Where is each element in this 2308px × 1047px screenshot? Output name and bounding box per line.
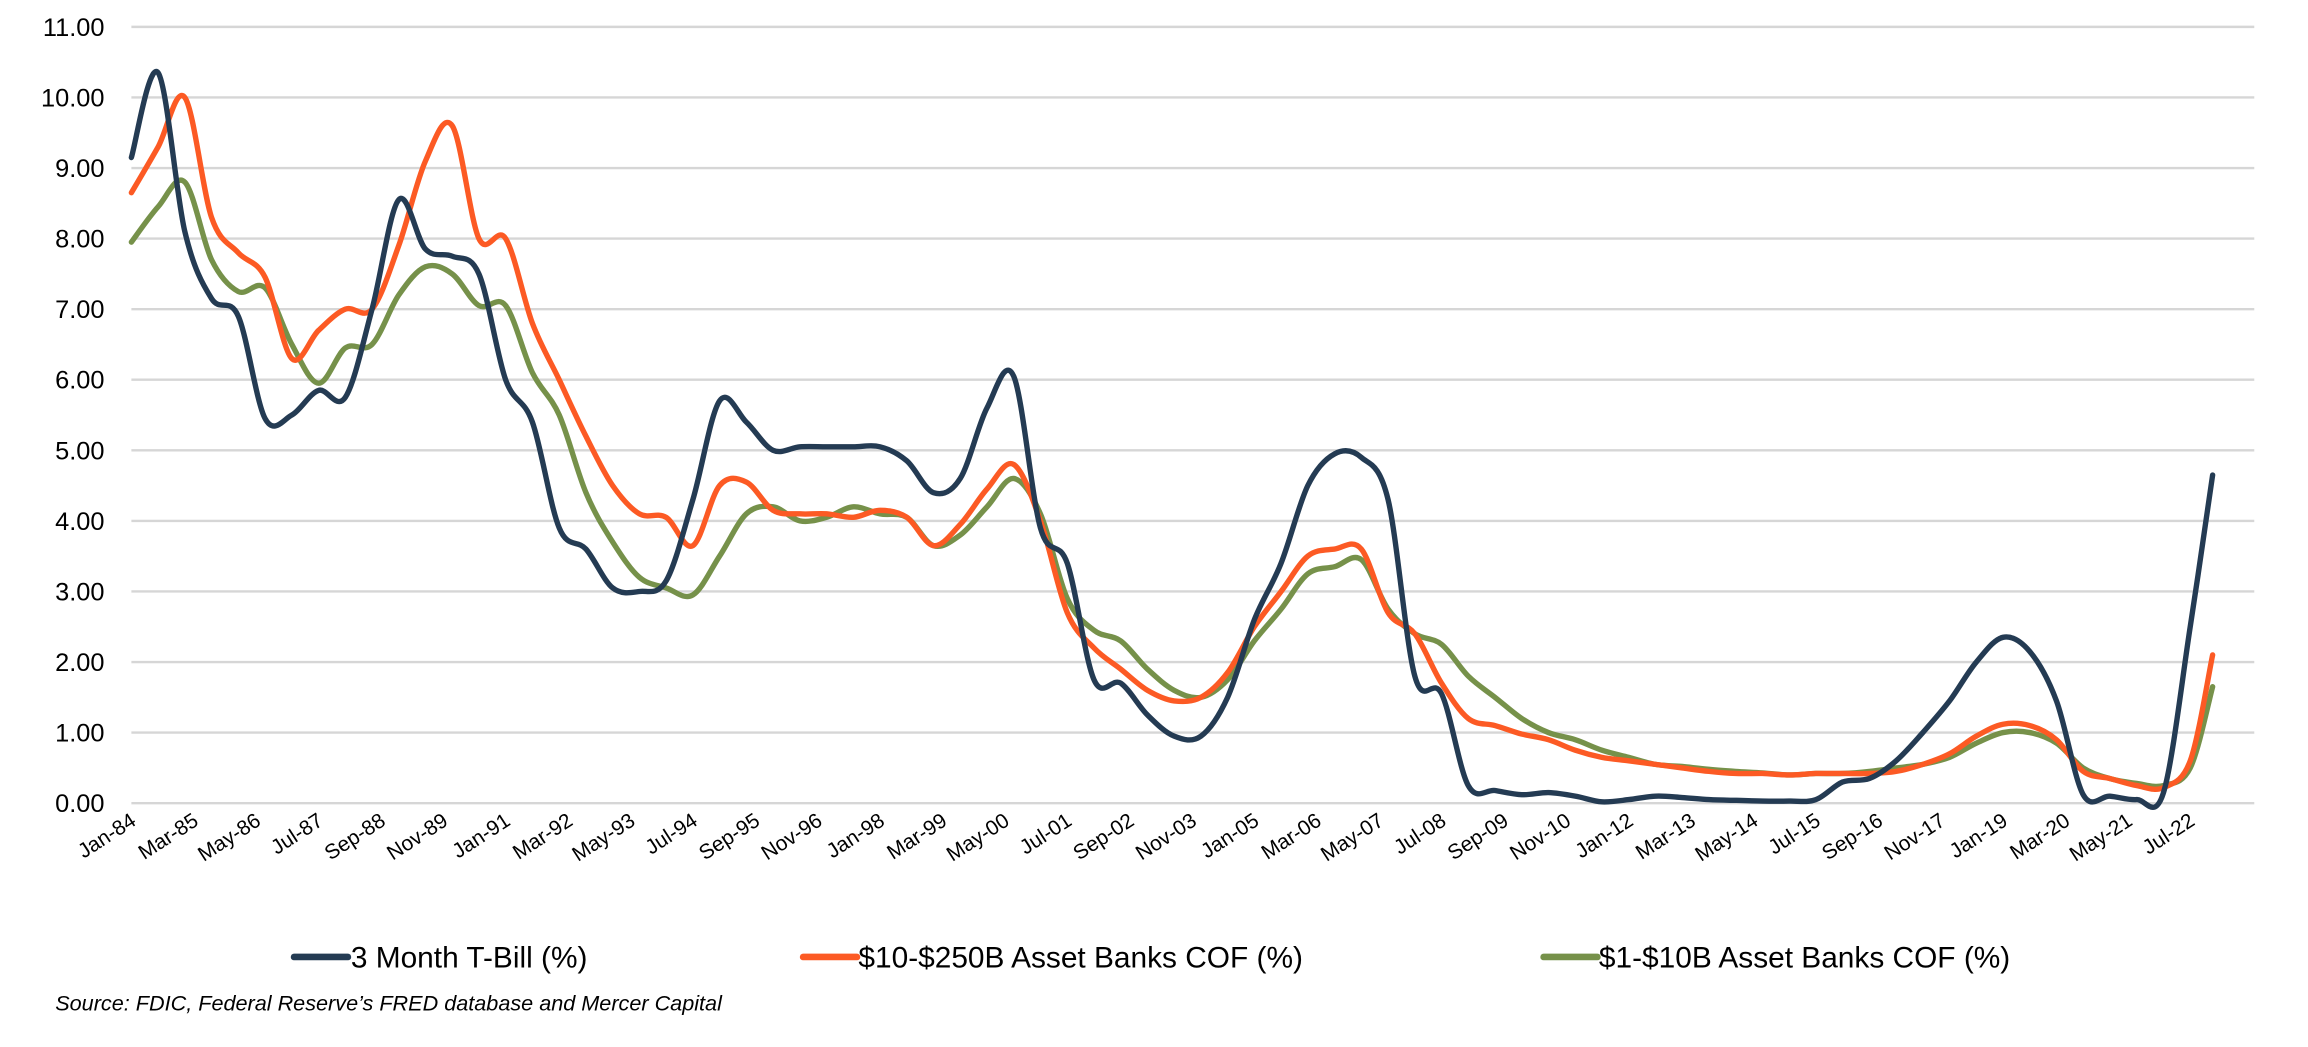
x-tick-label: Mar-06 (1257, 809, 1325, 864)
x-tick-label: May-14 (1691, 809, 1762, 866)
legend-item-tbill[interactable]: 3 Month T-Bill (%) (290, 941, 588, 974)
y-tick-label: 4.00 (55, 508, 104, 536)
y-axis-ticks: 0.00 1.00 2.00 3.00 4.00 5.00 6.00 7.00 8.00 9.00… (41, 14, 104, 818)
x-tick-label: Jul-08 (1390, 809, 1450, 859)
y-tick-label: 2.00 (55, 649, 104, 677)
series-line-1-10b (128, 177, 2216, 790)
x-tick-label: Mar-92 (509, 809, 577, 864)
x-tick-label: May-93 (568, 809, 639, 866)
x-tick-label: Sep-16 (1818, 809, 1887, 865)
legend-item-10-250b[interactable]: $10-$250B Asset Banks COF (%) (799, 941, 1303, 974)
y-tick-label: 10.00 (41, 84, 104, 112)
x-tick-label: Nov-96 (757, 809, 826, 865)
x-tick-label: Jul-01 (1016, 809, 1076, 859)
x-tick-label: May-00 (943, 809, 1014, 866)
x-tick-label: Mar-85 (134, 809, 202, 864)
x-tick-label: Mar-20 (2006, 809, 2074, 864)
y-tick-label: 7.00 (55, 296, 104, 324)
x-tick-label: Nov-10 (1506, 809, 1575, 865)
series-line-10-250b (128, 92, 2216, 792)
x-tick-label: Sep-09 (1444, 809, 1513, 865)
y-tick-label: 11.00 (43, 14, 105, 42)
x-tick-label: Sep-88 (321, 809, 390, 865)
legend: 3 Month T-Bill (%) $10-$250B Asset Banks… (290, 941, 2011, 974)
x-tick-label: Nov-03 (1132, 809, 1201, 865)
x-tick-label: Jul-22 (2139, 809, 2199, 859)
x-tick-label: Mar-99 (883, 809, 951, 864)
x-tick-label: Nov-17 (1880, 809, 1949, 865)
x-tick-label: Jul-94 (641, 809, 701, 859)
legend-label-10-250b: $10-$250B Asset Banks COF (%) (858, 941, 1303, 974)
y-tick-label: 5.00 (55, 437, 104, 465)
y-tick-label: 6.00 (55, 367, 104, 395)
x-tick-label: Sep-95 (695, 809, 764, 865)
legend-label-tbill: 3 Month T-Bill (%) (351, 941, 588, 974)
x-tick-label: May-07 (1317, 809, 1388, 866)
y-tick-label: 0.00 (55, 790, 104, 818)
x-tick-label: Mar-13 (1632, 809, 1700, 864)
x-tick-label: Jul-15 (1764, 809, 1824, 859)
x-tick-label: May-21 (2066, 809, 2137, 866)
y-tick-label: 3.00 (55, 578, 104, 606)
y-tick-label: 8.00 (55, 226, 104, 254)
x-tick-label: May-86 (194, 809, 265, 866)
legend-label-1-10b: $1-$10B Asset Banks COF (%) (1599, 941, 2010, 974)
legend-item-1-10b[interactable]: $1-$10B Asset Banks COF (%) (1540, 941, 2011, 974)
y-tick-label: 9.00 (55, 155, 104, 183)
series-lines (128, 68, 2216, 810)
source-note: Source: FDIC, Federal Reserve’s FRED dat… (55, 991, 723, 1016)
gridlines (131, 25, 2255, 805)
series-line-tbill (128, 68, 2216, 810)
x-tick-label: Jan-91 (448, 809, 514, 863)
y-tick-label: 1.00 (55, 720, 104, 748)
x-tick-label: Sep-02 (1069, 809, 1138, 865)
x-tick-label: Jan-19 (1946, 809, 2012, 863)
x-tick-label: Jul-87 (267, 809, 327, 859)
x-tick-label: Jan-98 (823, 809, 889, 863)
x-tick-label: Jan-12 (1571, 809, 1637, 863)
x-tick-label: Jan-05 (1197, 809, 1263, 863)
x-tick-label: Nov-89 (383, 809, 452, 865)
